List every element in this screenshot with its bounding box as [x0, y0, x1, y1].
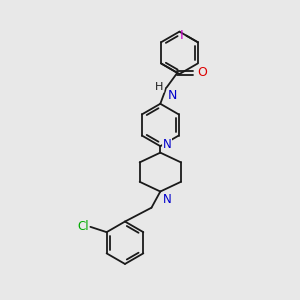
Text: H: H — [155, 82, 164, 92]
Text: N: N — [163, 193, 171, 206]
Text: N: N — [167, 89, 177, 102]
Text: N: N — [163, 138, 171, 151]
Text: O: O — [197, 66, 207, 80]
Text: Cl: Cl — [77, 220, 89, 233]
Text: I: I — [180, 29, 184, 42]
